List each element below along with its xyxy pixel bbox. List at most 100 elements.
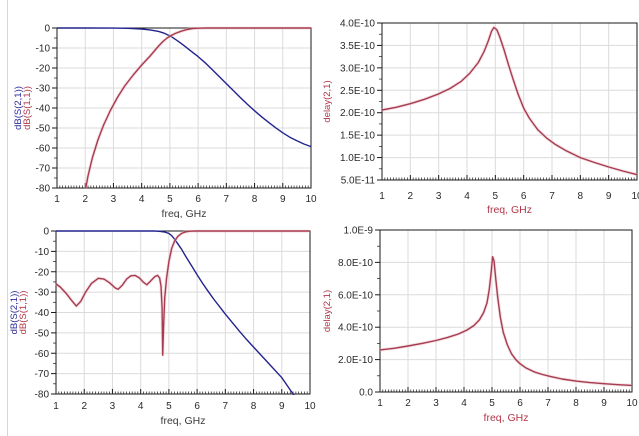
x-tick-label: 1 [379, 191, 385, 202]
y-tick-label: -20 [36, 64, 51, 75]
x-axis-label: freq, GHz [484, 412, 529, 424]
y-tick-label: 1.0E-10 [340, 153, 375, 164]
y-tick-label: 3.5E-10 [340, 41, 375, 52]
x-tick-label: 8 [252, 194, 258, 205]
y-tick-label: -50 [36, 124, 51, 135]
x-tick-label: 8 [578, 191, 584, 202]
trace-db-s21 [57, 27, 312, 148]
y-tick-label: 2.0E-10 [338, 355, 373, 366]
chart-canvas: 1 2 3 4 5 6 7 8 9 10 0 -10 -20 -30 -40 -50 -60 -70 -80 freq… [9, 227, 316, 428]
plot-border [56, 27, 312, 189]
x-tick-label: 6 [517, 398, 523, 409]
y-tick-label: 8.0E-10 [338, 258, 373, 269]
x-tick-label: 6 [195, 194, 201, 205]
x-tick-label: 4 [464, 191, 470, 202]
y-tick-label: -20 [35, 267, 50, 278]
y-tick-label: -10 [36, 44, 51, 55]
x-tick-label: 5 [489, 398, 495, 409]
x-tick-label: 7 [545, 398, 551, 409]
x-tick-label: 5 [167, 194, 173, 205]
x-tick-label: 9 [601, 398, 607, 409]
ylabel-delay21: delay(2,1) [322, 290, 333, 332]
y-tick-label: 5.0E-11 [341, 176, 376, 187]
trace-delay21 [379, 256, 633, 387]
trace-db-s21 [56, 230, 295, 395]
y-tick-label: 2.5E-10 [340, 86, 375, 97]
x-tick-label: 8 [573, 398, 579, 409]
y-tick-label: -30 [36, 84, 51, 95]
trace-db-s11 [55, 230, 310, 356]
x-tick-label: 3 [436, 191, 442, 202]
chart-canvas: 1 2 3 4 5 6 7 8 9 10 0 -10 -20 -30 -40 -50 -60 -70 -80 freq… [13, 24, 317, 219]
y-tick-label: 0 [43, 227, 49, 238]
chart-canvas: 1 2 3 4 5 6 7 8 9 10 4.0E-10 3.5E-10 3.0E-10 2.5E-10 2… [322, 19, 639, 217]
plot-group-delay-bottom: 1 2 3 4 5 6 7 8 9 10 1.0E-9 8.0E-10 6.0E-10 4.0E-10 2.… [320, 218, 639, 436]
x-tick-label: 10 [631, 191, 639, 202]
x-tick-label: 4 [139, 194, 145, 205]
y-tick-label: 2.0E-10 [340, 108, 375, 119]
ylabel-db-s21: dB(S(2,1)) [9, 291, 20, 335]
x-tick-label: 1 [377, 398, 383, 409]
y-tick-label: -40 [35, 308, 50, 319]
x-axis-label: freq, GHz [162, 208, 207, 218]
plot-border [381, 22, 638, 181]
trace-delay21-halo [379, 256, 633, 387]
x-tick-label: 7 [223, 401, 229, 412]
y-tick-label: -10 [35, 247, 50, 258]
x-tick-label: 5 [166, 401, 172, 412]
y-tick-label: -80 [36, 184, 51, 195]
ylabel-db-s21: dB(S(2,1)) [13, 86, 24, 130]
ylabel-delay21: delay(2,1) [322, 80, 333, 122]
x-tick-label: 1 [54, 194, 60, 205]
x-tick-label: 7 [224, 194, 230, 205]
plot-border [379, 229, 633, 393]
y-tick-label: -50 [35, 328, 50, 339]
plot-group-delay-top: 1 2 3 4 5 6 7 8 9 10 4.0E-10 3.5E-10 3.0E-10 2.5E-10 2… [320, 0, 639, 218]
y-tick-label: -60 [36, 144, 51, 155]
y-tick-label: 1.5E-10 [340, 131, 375, 142]
x-tick-label: 2 [408, 191, 414, 202]
x-tick-label: 3 [110, 401, 116, 412]
y-tick-label: -80 [35, 390, 50, 401]
y-tick-label: 0.0 [359, 388, 373, 399]
plot-sparameters-lowpass-top: 1 2 3 4 5 6 7 8 9 10 0 -10 -20 -30 -40 -50 -60 -70 -80 freq… [0, 0, 320, 219]
x-axis-label: freq, GHz [161, 415, 206, 427]
y-tick-label: -40 [36, 104, 51, 115]
y-tick-label: -60 [35, 349, 50, 360]
y-tick-label: 4.0E-10 [340, 19, 375, 30]
x-axis-label: freq, GHz [487, 204, 532, 216]
y-tick-label: 4.0E-10 [338, 323, 373, 334]
x-tick-label: 10 [626, 398, 638, 409]
y-tick-label: 3.0E-10 [340, 63, 375, 74]
y-tick-label: 0 [44, 24, 50, 35]
x-tick-label: 3 [111, 194, 117, 205]
x-tick-label: 2 [81, 401, 87, 412]
chart-canvas: 1 2 3 4 5 6 7 8 9 10 1.0E-9 8.0E-10 6.0E-10 4.0E-10 2.… [322, 226, 638, 425]
trace-db-s11 [85, 27, 311, 189]
x-tick-label: 6 [194, 401, 200, 412]
ylabel-db-s11: dB(S(1,1)) [22, 86, 33, 130]
x-tick-label: 9 [606, 191, 612, 202]
page-left-border [7, 0, 8, 436]
x-tick-label: 3 [433, 398, 439, 409]
y-tick-label: -30 [35, 288, 50, 299]
y-tick-label: 1.0E-9 [344, 226, 374, 237]
trace-db-s11-halo [55, 229, 310, 356]
x-tick-label: 7 [549, 191, 555, 202]
trace-delay21 [381, 26, 638, 176]
x-tick-label: 10 [305, 194, 317, 205]
x-tick-label: 8 [251, 401, 257, 412]
x-tick-label: 4 [461, 398, 467, 409]
x-tick-label: 6 [521, 191, 527, 202]
y-tick-label: -70 [35, 369, 50, 380]
x-tick-label: 1 [53, 401, 59, 412]
x-tick-label: 10 [304, 401, 316, 412]
x-tick-label: 4 [138, 401, 144, 412]
y-tick-label: 6.0E-10 [338, 290, 373, 301]
y-tick-label: -70 [36, 164, 51, 175]
x-tick-label: 9 [280, 194, 286, 205]
x-tick-label: 2 [82, 194, 88, 205]
plot-border [55, 230, 311, 395]
ylabel-db-s11: dB(S(1,1)) [18, 291, 29, 335]
